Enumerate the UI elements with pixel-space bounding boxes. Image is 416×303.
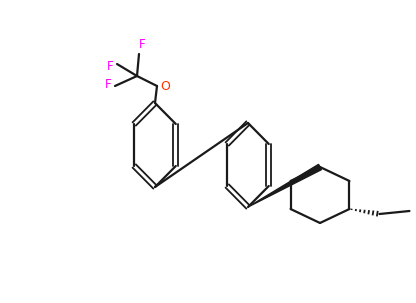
Text: F: F (105, 78, 111, 92)
Text: O: O (160, 81, 170, 94)
Polygon shape (248, 165, 322, 207)
Text: F: F (139, 38, 145, 52)
Text: F: F (106, 59, 113, 72)
